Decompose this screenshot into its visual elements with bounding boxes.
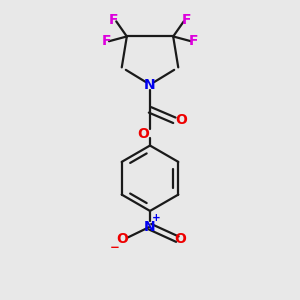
Text: O: O [175, 113, 187, 127]
Text: +: + [152, 213, 161, 224]
Text: F: F [189, 34, 199, 48]
Text: F: F [101, 34, 111, 48]
Text: F: F [109, 13, 119, 27]
Text: O: O [174, 232, 186, 246]
Text: O: O [137, 127, 149, 141]
Text: F: F [182, 13, 191, 27]
Text: N: N [144, 220, 156, 234]
Text: O: O [117, 232, 129, 246]
Text: N: N [144, 78, 156, 92]
Text: −: − [110, 241, 119, 254]
